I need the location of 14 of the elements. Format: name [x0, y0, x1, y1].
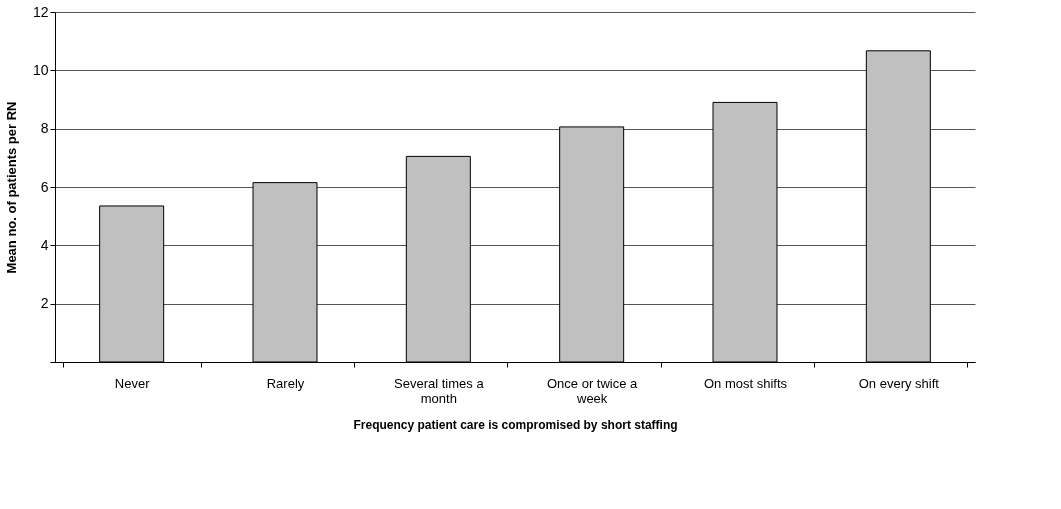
y-tick-label: 2	[40, 295, 49, 312]
y-tick-label: 6	[40, 178, 49, 195]
x-axis-title: Frequency patient care is compromised by short staffing	[353, 417, 678, 432]
x-tick-label: Rarely	[266, 375, 305, 391]
x-tick-label: Never	[114, 375, 151, 391]
x-tick-label: Once or twice a week	[547, 375, 639, 406]
y-tick-label: 8	[40, 120, 49, 137]
y-axis-title: Mean no. of patients per RN	[3, 101, 19, 274]
x-tick-label: On every shift	[858, 375, 940, 391]
y-tick-label: 12	[32, 3, 49, 20]
x-tick-label: Several times a month	[394, 375, 485, 406]
x-tick-label: On most shifts	[703, 375, 788, 391]
y-tick-label: 10	[32, 61, 49, 78]
y-tick-label: 4	[40, 236, 49, 253]
